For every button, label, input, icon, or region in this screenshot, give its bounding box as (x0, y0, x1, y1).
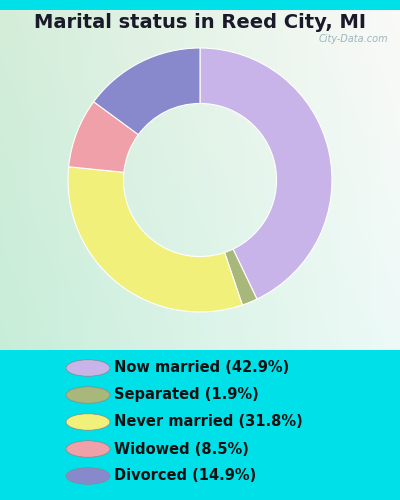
Text: City-Data.com: City-Data.com (318, 34, 388, 44)
Wedge shape (68, 167, 242, 312)
Text: Divorced (14.9%): Divorced (14.9%) (114, 468, 256, 483)
Circle shape (66, 360, 110, 376)
Circle shape (66, 468, 110, 484)
Circle shape (66, 441, 110, 457)
Circle shape (66, 387, 110, 403)
Text: Marital status in Reed City, MI: Marital status in Reed City, MI (34, 12, 366, 32)
Circle shape (66, 414, 110, 430)
Text: Separated (1.9%): Separated (1.9%) (114, 388, 259, 402)
Text: Never married (31.8%): Never married (31.8%) (114, 414, 303, 430)
Text: Now married (42.9%): Now married (42.9%) (114, 360, 289, 376)
Text: Widowed (8.5%): Widowed (8.5%) (114, 442, 249, 456)
Wedge shape (224, 249, 257, 305)
Wedge shape (94, 48, 200, 134)
Wedge shape (200, 48, 332, 299)
Wedge shape (69, 102, 138, 172)
